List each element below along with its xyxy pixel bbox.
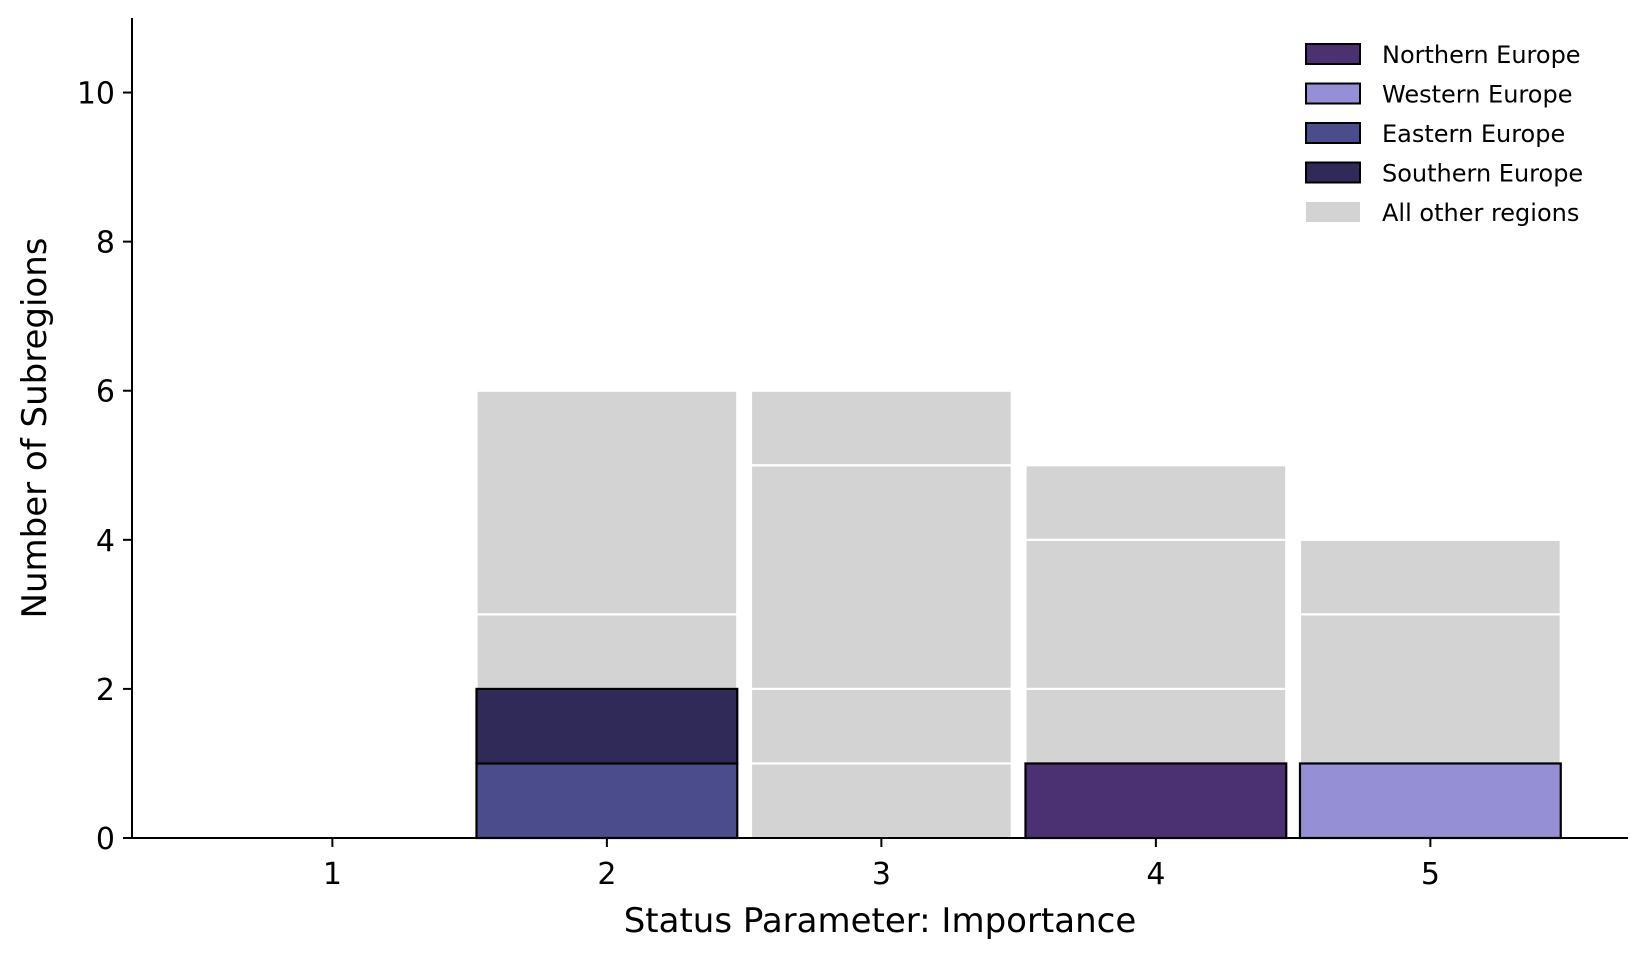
x-tick-label: 4 bbox=[1146, 857, 1165, 892]
x-tick-label: 5 bbox=[1421, 857, 1440, 892]
x-tick-label: 1 bbox=[323, 857, 342, 892]
legend-label: Northern Europe bbox=[1382, 41, 1581, 69]
legend: Northern Europe Western Europe Eastern Eur… bbox=[1305, 41, 1583, 227]
y-tick-label: 6 bbox=[96, 375, 115, 410]
legend-swatch bbox=[1305, 122, 1361, 144]
bar-segment bbox=[749, 389, 1013, 467]
y-tick-label: 2 bbox=[96, 673, 115, 708]
legend-swatch bbox=[1306, 202, 1360, 222]
y-axis-label: Number of Subregions bbox=[15, 238, 55, 619]
bar-segment bbox=[749, 762, 1013, 840]
bar-segment bbox=[749, 464, 1013, 691]
bar-segment bbox=[1298, 613, 1562, 765]
bars-layer bbox=[475, 389, 1562, 840]
legend-label: Southern Europe bbox=[1382, 160, 1583, 188]
x-tick-label: 3 bbox=[872, 857, 891, 892]
legend-swatch bbox=[1305, 161, 1361, 184]
legend-swatch bbox=[1305, 82, 1361, 105]
legend-label: Western Europe bbox=[1382, 81, 1572, 109]
bar-segment bbox=[749, 687, 1013, 765]
bar-segment bbox=[1024, 464, 1288, 541]
legend-swatch bbox=[1305, 43, 1361, 65]
bar-segment bbox=[475, 687, 739, 765]
bar-segment bbox=[475, 389, 739, 616]
y-tick-label: 4 bbox=[96, 524, 115, 559]
bar-segment bbox=[475, 613, 739, 691]
y-tick-label: 8 bbox=[96, 226, 115, 261]
y-tick-label: 0 bbox=[96, 822, 115, 857]
y-axis-ticks: 0 2 4 6 8 10 bbox=[77, 77, 132, 857]
legend-label: All other regions bbox=[1382, 199, 1579, 227]
bar-segment bbox=[1024, 538, 1288, 691]
x-axis-label: Status Parameter: Importance bbox=[624, 901, 1137, 941]
bar-segment bbox=[1024, 687, 1288, 765]
bar-segment bbox=[1298, 538, 1562, 616]
bar-segment bbox=[1024, 762, 1288, 840]
y-tick-label: 10 bbox=[77, 77, 115, 112]
bar-segment bbox=[475, 762, 739, 840]
legend-label: Eastern Europe bbox=[1382, 120, 1565, 148]
bar-segment bbox=[1298, 762, 1562, 840]
x-tick-label: 2 bbox=[597, 857, 616, 892]
x-axis-ticks: 1 2 3 4 5 bbox=[323, 838, 1440, 892]
